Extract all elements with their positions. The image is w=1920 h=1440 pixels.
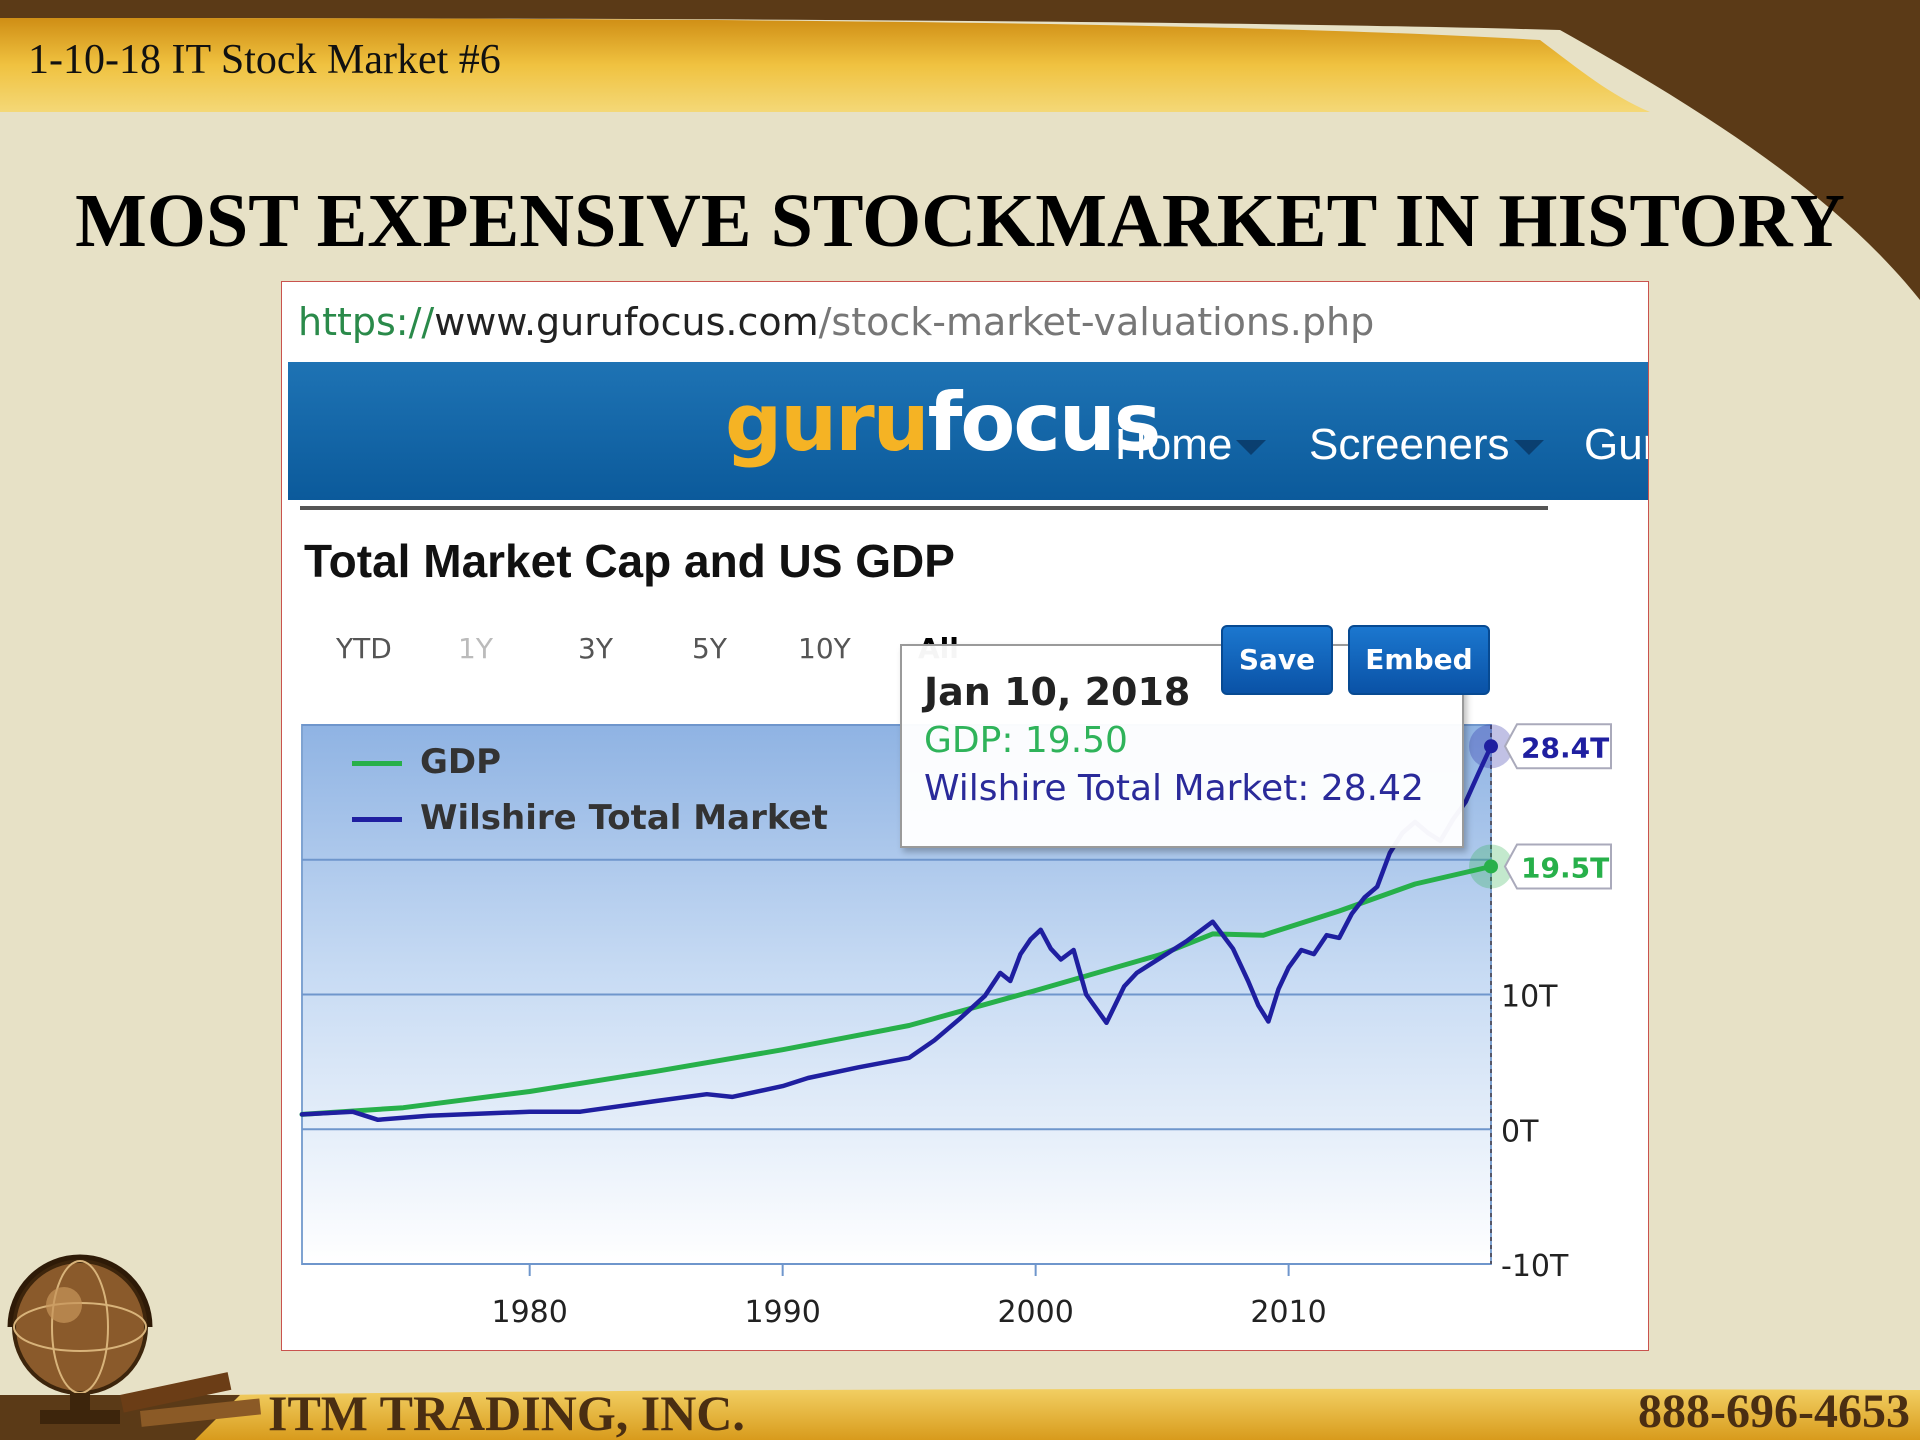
- nav-gurus-label: Gur: [1584, 420, 1648, 469]
- url-host: www.gurufocus.com: [434, 300, 819, 344]
- nav-gurus[interactable]: Gur: [1584, 420, 1648, 470]
- site-navbar: gurufocus Home Screeners Gur: [288, 362, 1648, 500]
- tooltip-wilshire-value: Wilshire Total Market: 28.42: [924, 768, 1424, 809]
- wilshire-value-flag: [1503, 723, 1612, 770]
- chart-panel-title: Total Market Cap and US GDP: [304, 535, 955, 587]
- nav-home[interactable]: Home: [1115, 420, 1267, 470]
- x-tick-label: 2000: [997, 1295, 1073, 1330]
- logo-focus: focus: [927, 376, 1162, 469]
- globe-icon: [7, 1254, 262, 1427]
- gurufocus-logo[interactable]: gurufocus: [725, 368, 1162, 478]
- footer-phone-number: 888-696-4653: [1638, 1385, 1910, 1438]
- y-tick-label: 0T: [1501, 1114, 1539, 1149]
- caret-down-icon: [1513, 439, 1544, 455]
- logo-guru: guru: [725, 376, 930, 469]
- range-3y-button[interactable]: 3Y: [578, 632, 613, 665]
- x-tick-label: 1980: [492, 1295, 568, 1330]
- nav-home-label: Home: [1115, 420, 1233, 469]
- embedded-screenshot: https://www.gurufocus.com/stock-market-v…: [281, 281, 1649, 1351]
- x-tick-label: 2010: [1250, 1295, 1326, 1330]
- y-tick-label: -10T: [1501, 1249, 1569, 1284]
- legend-item-gdp[interactable]: GDP: [352, 742, 828, 798]
- slide-title: MOST EXPENSIVE STOCKMARKET IN HISTORY: [75, 179, 1845, 263]
- x-tick-label: 1990: [744, 1295, 820, 1330]
- nav-divider: [300, 506, 1548, 510]
- embed-button[interactable]: Embed: [1348, 625, 1490, 695]
- y-tick-label: 10T: [1501, 980, 1558, 1015]
- gdp-end-dot: [1484, 859, 1498, 874]
- series-line-gdp: [299, 864, 1494, 1117]
- legend-swatch-wilshire: [352, 817, 402, 822]
- legend-swatch-gdp: [352, 761, 402, 766]
- wilshire-end-dot: [1484, 739, 1498, 754]
- wilshire-end-label: 28.4T: [1521, 731, 1609, 764]
- series-line-wilshire: [299, 744, 1494, 1123]
- range-10y-button[interactable]: 10Y: [798, 632, 851, 665]
- caret-down-icon: [1236, 439, 1267, 455]
- nav-screeners-label: Screeners: [1309, 420, 1510, 469]
- legend-item-wilshire[interactable]: Wilshire Total Market: [352, 798, 828, 854]
- legend-label-gdp: GDP: [420, 742, 502, 782]
- gdp-value-flag: [1503, 843, 1612, 890]
- url-protocol: https://: [298, 300, 435, 344]
- range-5y-button[interactable]: 5Y: [692, 632, 727, 665]
- nav-screeners[interactable]: Screeners: [1309, 420, 1544, 470]
- legend-label-wilshire: Wilshire Total Market: [420, 798, 828, 838]
- chart-legend: GDP Wilshire Total Market: [352, 742, 828, 854]
- url-bar[interactable]: https://www.gurufocus.com/stock-market-v…: [298, 300, 1374, 344]
- range-ytd-button[interactable]: YTD: [336, 632, 392, 665]
- tooltip-date: Jan 10, 2018: [924, 670, 1191, 714]
- slide-header-text: 1-10-18 IT Stock Market #6: [28, 37, 501, 83]
- chart-tooltip: Jan 10, 2018 GDP: 19.50 Wilshire Total M…: [900, 644, 1464, 848]
- save-button[interactable]: Save: [1221, 625, 1333, 695]
- tooltip-gdp-value: GDP: 19.50: [924, 720, 1128, 761]
- footer-company-name: ITM TRADING, INC.: [268, 1385, 745, 1440]
- range-1y-button[interactable]: 1Y: [458, 632, 493, 665]
- url-path: /stock-market-valuations.php: [818, 300, 1375, 344]
- gdp-end-label: 19.5T: [1521, 851, 1609, 884]
